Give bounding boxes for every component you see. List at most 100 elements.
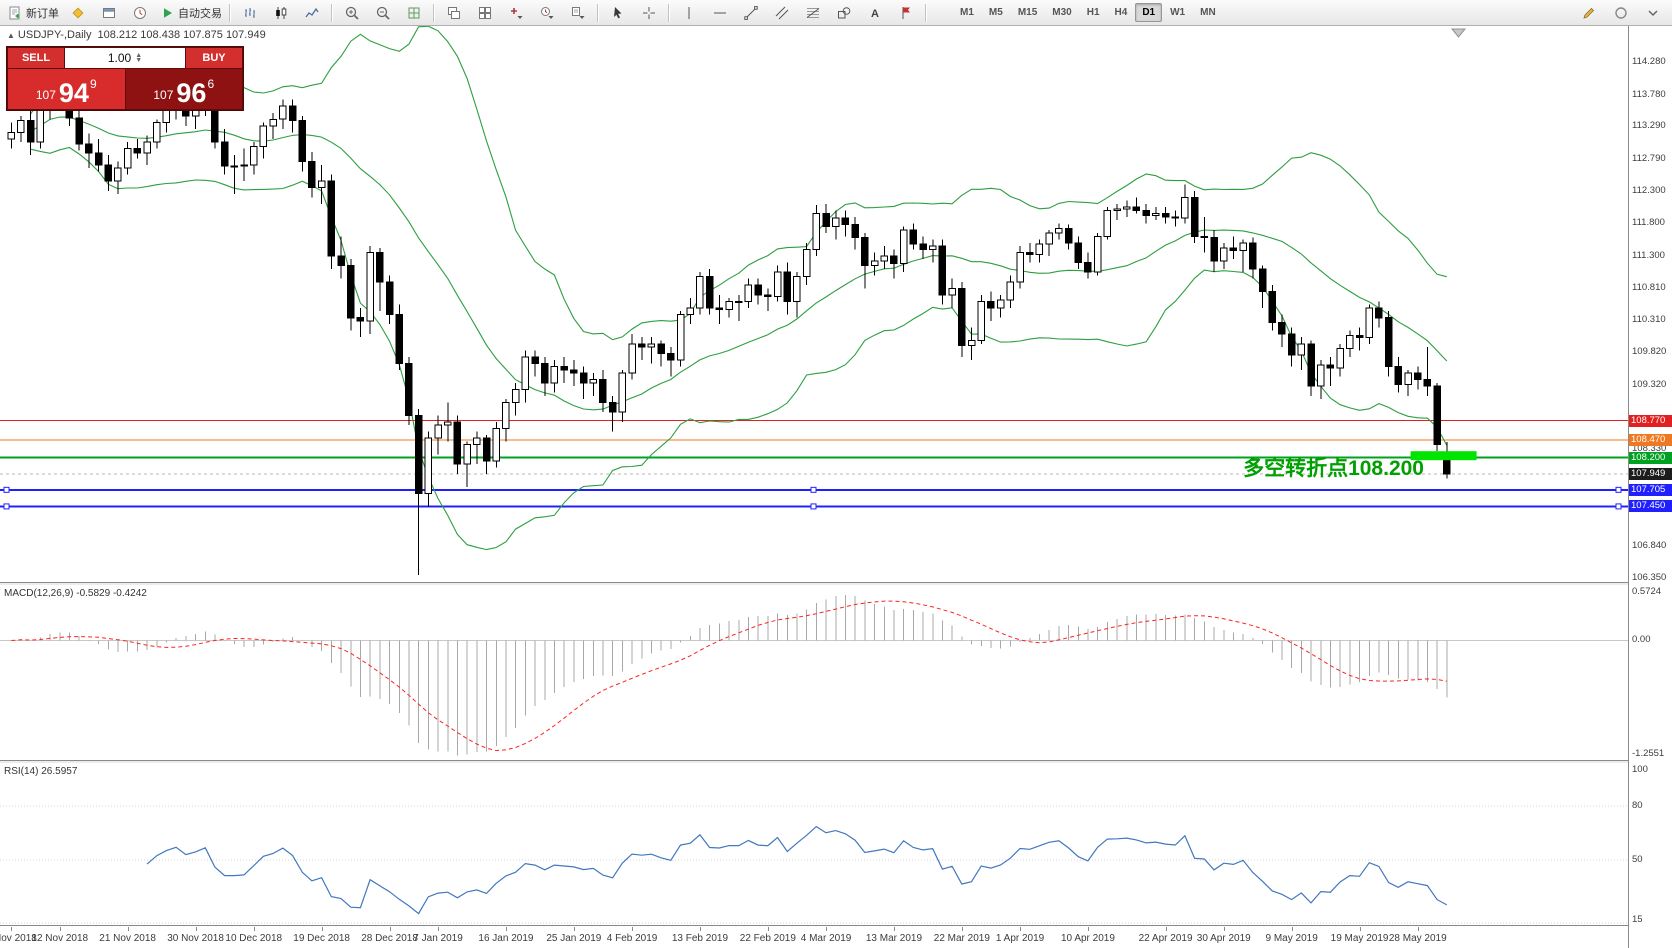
sell-button[interactable]: SELL xyxy=(8,48,64,68)
time-axis-label: 10 Apr 2019 xyxy=(1060,933,1115,944)
price-scale-label: 15 xyxy=(1632,914,1643,925)
svg-text:A: A xyxy=(871,8,879,20)
price-scale-label: 113.290 xyxy=(1632,120,1666,132)
macd-histogram xyxy=(20,594,1448,756)
timeframe-button-M30[interactable]: M30 xyxy=(1052,7,1072,18)
toolbar-overflow-button[interactable] xyxy=(1638,2,1668,24)
fibonacci-button[interactable] xyxy=(798,2,828,24)
toolbar-left-group: 新订单 自动交易 A xyxy=(4,2,930,24)
add-indicator-dropdown[interactable] xyxy=(501,2,531,24)
vertical-line-button[interactable] xyxy=(674,2,704,24)
bar-chart-button[interactable] xyxy=(235,2,265,24)
timeframe-button-M15[interactable]: M15 xyxy=(1017,7,1038,18)
tile-windows-button[interactable] xyxy=(470,2,500,24)
volume-control[interactable]: 1.00 ▲ ▼ xyxy=(65,48,185,68)
history-center-button[interactable] xyxy=(125,2,155,24)
line-handle[interactable] xyxy=(810,486,817,493)
timeframe-button-D1[interactable]: D1 xyxy=(1135,3,1163,22)
time-axis-label: 9 May 2019 xyxy=(1265,933,1318,944)
price-scale-label: 100 xyxy=(1632,764,1648,775)
cursor-icon xyxy=(614,6,622,18)
support-highlight-mark[interactable] xyxy=(1410,451,1477,461)
panel-separator[interactable] xyxy=(0,760,1672,764)
volume-down-icon[interactable]: ▼ xyxy=(135,57,143,64)
price-line-label: 108.200 xyxy=(1629,451,1672,464)
time-axis-tick xyxy=(1020,927,1022,931)
candlestick-chart-button[interactable] xyxy=(266,2,296,24)
text-label-button[interactable]: A xyxy=(860,2,890,24)
price-scale-label: 50 xyxy=(1632,854,1643,865)
timeframe-button-M5[interactable]: M5 xyxy=(988,7,1003,18)
charts-window-button[interactable] xyxy=(94,2,124,24)
zoomin-icon xyxy=(345,6,359,20)
chart-shift-marker-icon[interactable] xyxy=(1450,28,1467,38)
indicators-button[interactable] xyxy=(399,2,429,24)
volume-input[interactable]: 1.00 xyxy=(107,51,132,65)
flag-icon xyxy=(902,6,910,19)
price-line-label: 107.705 xyxy=(1629,483,1672,496)
new-order-button[interactable]: 新订单 xyxy=(4,2,62,24)
buy-button[interactable]: BUY xyxy=(186,48,242,68)
volume-up-icon[interactable]: ▲ xyxy=(135,52,143,59)
time-axis-tick xyxy=(826,927,828,931)
time-axis-label: 10 Dec 2018 xyxy=(225,933,283,944)
price-scale-label: -1.2551 xyxy=(1632,748,1665,759)
line-handle[interactable] xyxy=(3,503,10,510)
autotrading-button[interactable]: 自动交易 xyxy=(156,2,225,24)
price-scale[interactable]: 114.280 113.780 113.290 112.790 112.300 111.8… xyxy=(1629,26,1672,948)
panel-separator[interactable] xyxy=(0,582,1672,586)
edit-chart-button[interactable] xyxy=(1574,2,1604,24)
time-axis-tick xyxy=(11,927,13,931)
snap-button[interactable] xyxy=(1606,2,1636,24)
line-handle[interactable] xyxy=(3,486,10,493)
zoom-out-button[interactable] xyxy=(368,2,398,24)
rsi-panel[interactable] xyxy=(0,764,1628,925)
sell-price-pips: 94 xyxy=(58,78,89,108)
grid-icon xyxy=(408,7,420,18)
chart-text-annotation[interactable]: 多空转折点108.200 xyxy=(1243,457,1424,480)
sell-price[interactable]: 107 94 9 xyxy=(8,69,125,109)
timeframe-button-W1[interactable]: W1 xyxy=(1170,7,1186,18)
pencil-icon xyxy=(1583,7,1595,19)
templates-dropdown[interactable] xyxy=(563,2,593,24)
line-handle[interactable] xyxy=(1615,486,1622,493)
chart-symbol-title: ▲ USDJPY-,Daily 108.212 108.438 107.875 10… xyxy=(7,29,266,41)
price-scale-label: 110.810 xyxy=(1632,281,1666,293)
volume-spinner[interactable]: ▲ ▼ xyxy=(135,52,143,64)
toolbar-right-group xyxy=(1574,2,1668,24)
time-axis-label: 28 May 2019 xyxy=(1388,933,1447,944)
line-handle[interactable] xyxy=(1615,503,1622,510)
timeframe-button-MN[interactable]: MN xyxy=(1200,7,1216,18)
crosshair-button[interactable] xyxy=(634,2,664,24)
equidistant-channel-button[interactable] xyxy=(767,2,797,24)
zoom-in-button[interactable] xyxy=(337,2,367,24)
buy-price[interactable]: 107 96 6 xyxy=(125,69,242,109)
arrow-tools-button[interactable] xyxy=(891,2,921,24)
periods-dropdown[interactable] xyxy=(532,2,562,24)
clockdd-icon xyxy=(541,6,554,19)
time-axis-label: 12 Nov 2018 xyxy=(31,933,89,944)
trendline-button[interactable] xyxy=(736,2,766,24)
time-axis-label: 30 Nov 2018 xyxy=(167,933,224,944)
line-chart-button[interactable] xyxy=(297,2,327,24)
play-icon xyxy=(164,7,172,18)
horizontal-line-button[interactable] xyxy=(705,2,735,24)
clock-icon xyxy=(134,6,146,19)
shapes-button[interactable] xyxy=(829,2,859,24)
plusdd-icon xyxy=(511,7,523,19)
line-handle[interactable] xyxy=(810,503,817,510)
fibo-icon xyxy=(806,7,820,18)
cursor-button[interactable] xyxy=(603,2,633,24)
toolbar-separator xyxy=(433,3,435,22)
ohlc-readout: 108.212 108.438 107.875 107.949 xyxy=(97,29,266,41)
cascade-windows-button[interactable] xyxy=(439,2,469,24)
market-watch-button[interactable] xyxy=(63,2,93,24)
macd-panel[interactable] xyxy=(0,586,1628,760)
price-scale-label: 111.800 xyxy=(1632,217,1665,229)
price-scale-label: 0.00 xyxy=(1632,634,1651,646)
price-chart[interactable] xyxy=(0,26,1628,582)
timeframe-button-H4[interactable]: H4 xyxy=(1114,7,1128,18)
timeframe-button-M1[interactable]: M1 xyxy=(960,7,974,18)
timeframe-button-H1[interactable]: H1 xyxy=(1086,7,1100,18)
